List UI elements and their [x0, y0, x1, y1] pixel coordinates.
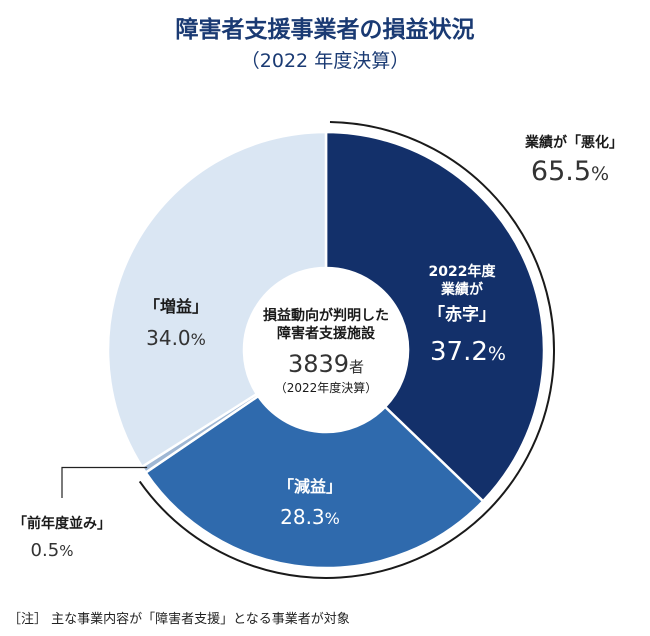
label-deficit-line1: 2022年度 — [429, 263, 497, 280]
label-deficit-line2: 業績が — [440, 281, 484, 298]
value-deficit: 37.2% — [430, 337, 506, 367]
label-worse: 業績が「悪化」 — [524, 134, 623, 151]
chart-title: 障害者支援事業者の損益状況 — [175, 17, 475, 43]
worse-bracket — [138, 121, 555, 579]
slice-deficit — [324, 130, 546, 503]
label-deficit-line3: 「赤字」 — [428, 304, 496, 325]
center-note: （2022年度決算） — [275, 380, 378, 395]
value-increase: 34.0% — [146, 326, 206, 350]
value-decrease: 28.3% — [280, 505, 340, 529]
donut-slices — [106, 130, 546, 570]
center-count: 3839者 — [288, 350, 364, 378]
footnote: ［注］ 主な事業内容が「障害者支援」となる事業者が対象 — [8, 612, 350, 627]
value-flat: 0.5% — [31, 540, 74, 561]
flat-leader-line — [61, 466, 148, 498]
center-line2: 障害者支援施設 — [277, 325, 376, 342]
flat-leader — [61, 466, 148, 498]
chart-subtitle: （2022 年度決算） — [240, 50, 410, 72]
center-line1: 損益動向が判明した — [263, 307, 389, 324]
worse-bracket-arc — [138, 121, 555, 579]
label-decrease: 「減益」 — [278, 477, 342, 496]
label-increase: 「増益」 — [144, 297, 208, 316]
slice-increase — [106, 130, 328, 469]
slice-decrease — [143, 394, 485, 570]
label-flat: 「前年度並み」 — [13, 515, 111, 532]
value-worse: 65.5% — [531, 156, 609, 187]
